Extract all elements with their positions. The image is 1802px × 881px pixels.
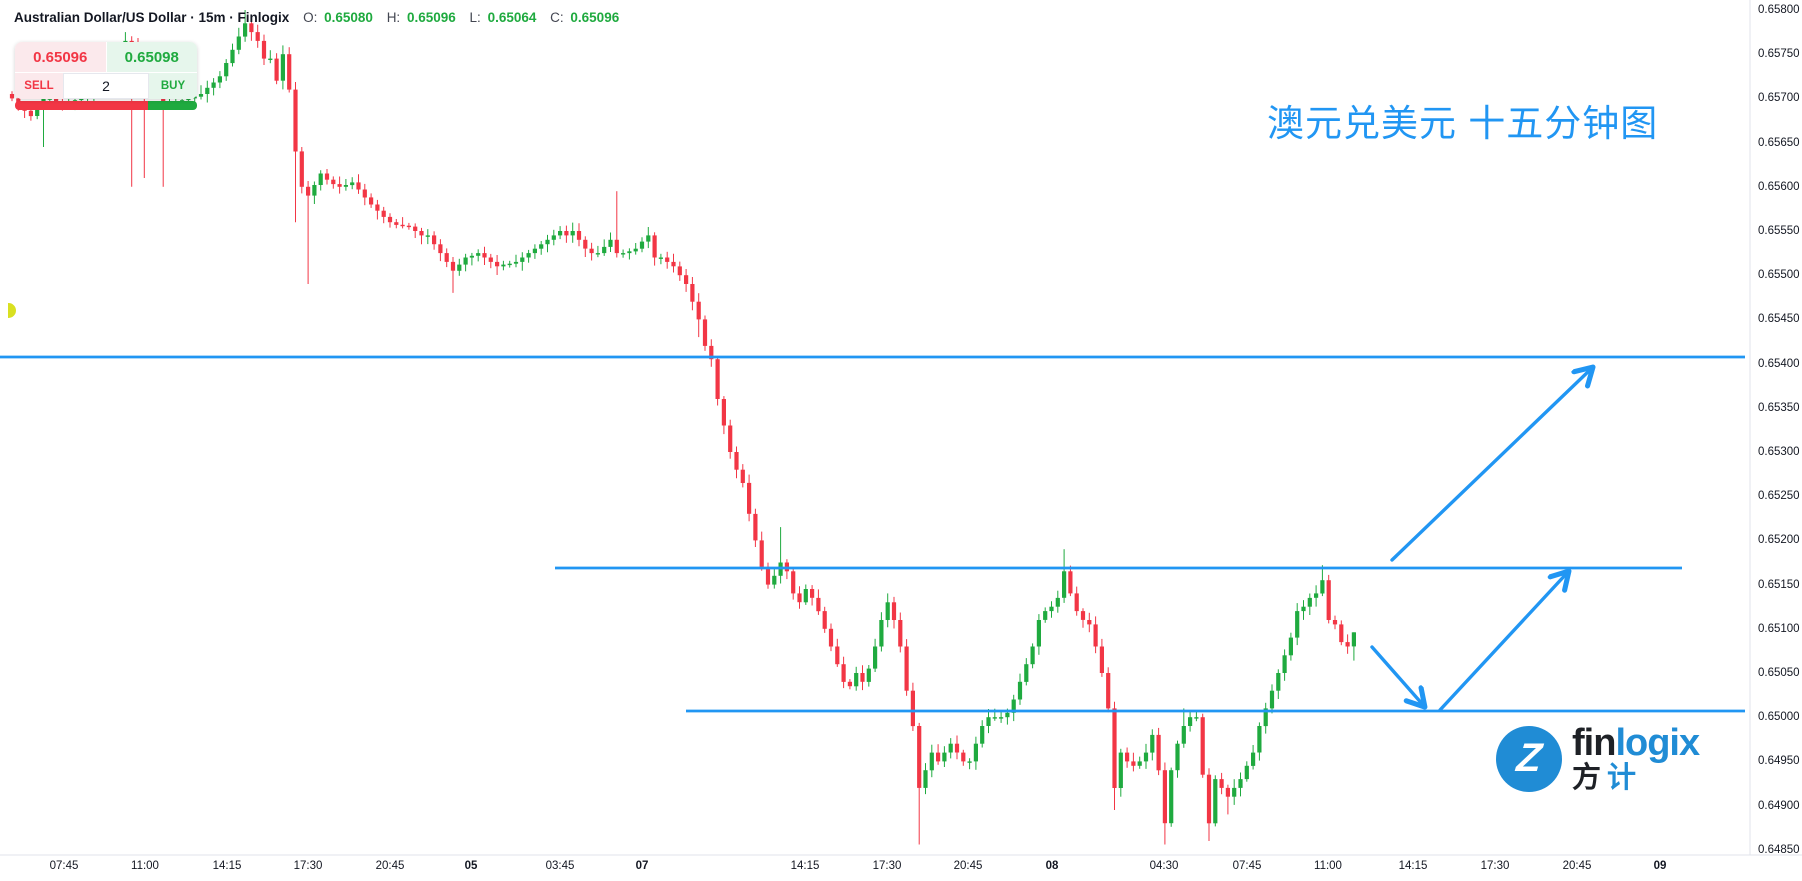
price-axis-label: 0.64850 bbox=[1758, 843, 1800, 856]
price-axis-label: 0.65500 bbox=[1758, 269, 1800, 282]
time-axis-label: 09 bbox=[1653, 860, 1667, 872]
price-axis-label: 0.65700 bbox=[1758, 92, 1800, 105]
close-value: 0.65096 bbox=[570, 10, 620, 25]
high-value: 0.65096 bbox=[406, 10, 456, 25]
sell-price-button[interactable]: 0.65096 bbox=[15, 42, 107, 72]
time-axis-label: 20:45 bbox=[375, 860, 405, 872]
buy-sell-widget: 0.65096 0.65098 SELL 2 BUY bbox=[15, 42, 197, 99]
down-arrow-to-support[interactable] bbox=[1370, 645, 1424, 706]
sell-buy-ratio-bar bbox=[15, 101, 197, 110]
time-axis-label: 11:00 bbox=[131, 860, 159, 872]
chart-legend: Australian Dollar/US Dollar · 15m · Finl… bbox=[14, 10, 619, 25]
price-axis-label: 0.65200 bbox=[1758, 534, 1800, 547]
buy-price-button[interactable]: 0.65098 bbox=[106, 42, 197, 72]
price-axis-label: 0.65250 bbox=[1758, 490, 1800, 503]
price-axis-label: 0.65800 bbox=[1758, 4, 1800, 16]
time-axis-label: 20:45 bbox=[1562, 860, 1592, 872]
time-axis-label: 05 bbox=[464, 860, 478, 872]
watermark-text: finlogix 方计 bbox=[1572, 722, 1700, 794]
arrow-drawings[interactable] bbox=[1370, 368, 1592, 712]
price-axis-label: 0.65000 bbox=[1758, 711, 1800, 724]
time-axis-label: 07:45 bbox=[1232, 860, 1262, 872]
time-axis-label: 17:30 bbox=[293, 860, 323, 872]
price-axis-label: 0.65600 bbox=[1758, 180, 1800, 193]
logo-letter: Z bbox=[1514, 736, 1544, 780]
brand-cn-blue: 计 bbox=[1607, 762, 1637, 794]
price-axis-label: 0.64950 bbox=[1758, 755, 1800, 768]
buy-price: 0.65098 bbox=[124, 48, 179, 66]
candlestick-series bbox=[9, 10, 1356, 845]
close-label: C: bbox=[550, 10, 564, 25]
price-axis-label: 0.65050 bbox=[1758, 667, 1800, 679]
price-axis-label: 0.65400 bbox=[1758, 357, 1800, 370]
time-axis-label: 14:15 bbox=[790, 860, 820, 872]
brand-cn-black: 方 bbox=[1572, 762, 1602, 794]
symbol-title: Australian Dollar/US Dollar · 15m · Finl… bbox=[14, 10, 290, 25]
time-axis-label: 03:45 bbox=[545, 860, 575, 872]
time-axis-label: 07 bbox=[635, 860, 649, 872]
time-axis-label: 07:45 bbox=[49, 860, 79, 872]
price-axis-label: 0.64900 bbox=[1758, 799, 1800, 812]
low-label: L: bbox=[469, 10, 481, 25]
price-axis-label: 0.65100 bbox=[1758, 622, 1800, 635]
up-arrow-to-upper-line[interactable] bbox=[1390, 368, 1592, 562]
sell-button-label: SELL bbox=[24, 80, 54, 92]
quantity-input[interactable]: 2 bbox=[63, 73, 149, 99]
brand-name-blue: logix bbox=[1615, 722, 1700, 764]
price-axis-label: 0.65750 bbox=[1758, 48, 1800, 61]
sell-button[interactable]: SELL bbox=[15, 73, 63, 99]
price-axis-label: 0.65150 bbox=[1758, 578, 1800, 591]
time-axis-label: 17:30 bbox=[872, 860, 902, 872]
chart-text-annotation[interactable]: 澳元兑美元 十五分钟图 bbox=[1267, 103, 1659, 144]
buy-button-label: BUY bbox=[160, 80, 186, 92]
time-axis-label: 08 bbox=[1045, 860, 1059, 872]
time-axis-label: 14:15 bbox=[1398, 860, 1428, 872]
price-axis-label: 0.65450 bbox=[1758, 313, 1800, 326]
open-label: O: bbox=[303, 10, 318, 25]
finlogix-logo-icon: Z bbox=[1496, 725, 1562, 792]
brand-name-black: fin bbox=[1572, 722, 1616, 764]
time-axis-label: 20:45 bbox=[953, 860, 983, 872]
time-axis-label: 17:30 bbox=[1480, 860, 1510, 872]
axis-separators bbox=[0, 0, 1802, 856]
price-axis-label: 0.65350 bbox=[1758, 401, 1800, 414]
buy-ratio-segment bbox=[147, 101, 197, 110]
low-value: 0.65064 bbox=[487, 10, 537, 25]
buy-button[interactable]: BUY bbox=[149, 73, 197, 99]
open-value: 0.65080 bbox=[324, 10, 373, 25]
time-axis-label: 14:15 bbox=[212, 860, 242, 872]
time-axis-label: 04:30 bbox=[1149, 860, 1179, 872]
sell-ratio-segment bbox=[15, 101, 148, 110]
high-label: H: bbox=[386, 10, 401, 25]
time-axis-label: 11:00 bbox=[1314, 860, 1342, 872]
price-alert-marker[interactable] bbox=[8, 303, 16, 318]
price-axis-label: 0.65300 bbox=[1758, 446, 1800, 458]
price-axis-label: 0.65550 bbox=[1758, 225, 1800, 237]
sell-price: 0.65096 bbox=[33, 48, 88, 66]
quantity-value: 2 bbox=[102, 78, 110, 94]
horizontal-line-drawings[interactable] bbox=[0, 355, 1745, 713]
finlogix-watermark: Z finlogix 方计 bbox=[1496, 722, 1700, 794]
price-axis-label: 0.65650 bbox=[1758, 136, 1800, 149]
up-arrow-to-middle-line[interactable] bbox=[1438, 572, 1568, 712]
